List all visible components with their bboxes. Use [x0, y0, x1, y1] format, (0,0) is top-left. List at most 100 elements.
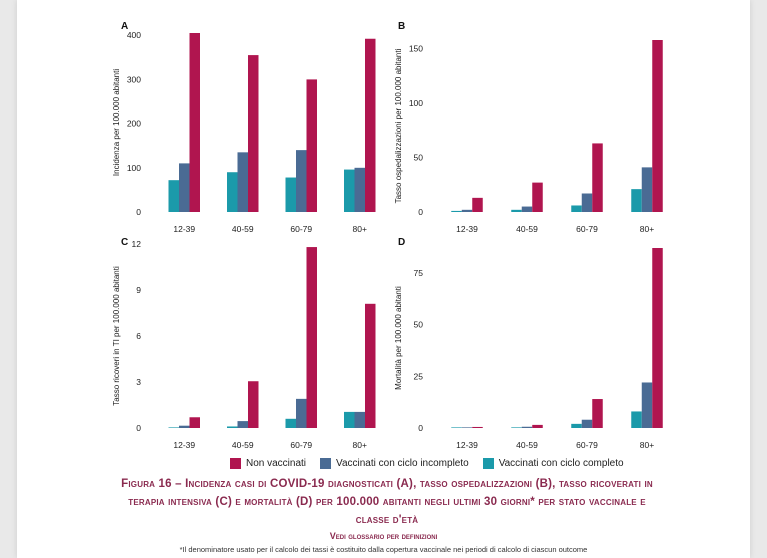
legend-label: Vaccinati con ciclo incompleto	[336, 457, 469, 469]
x-tick-label: 80+	[640, 440, 654, 450]
y-tick-label: 150	[409, 44, 423, 54]
legend-item-non-vaccinati: Non vaccinati	[230, 457, 307, 469]
y-tick-label: 12	[132, 239, 142, 249]
bar	[641, 167, 653, 212]
bar	[189, 33, 200, 212]
bar	[581, 193, 593, 212]
bar	[344, 411, 355, 428]
bar	[472, 426, 483, 428]
y-tick-label: 3	[136, 377, 141, 387]
panel-letter: C	[121, 237, 128, 248]
y-axis-label: Mortalità per 100.000 abitanti	[394, 286, 403, 390]
bar	[472, 197, 483, 212]
y-tick-label: 6	[136, 331, 141, 341]
bar	[511, 427, 522, 428]
bar	[521, 426, 533, 428]
y-axis-label: Tasso ospedalizzazioni per 100.000 abita…	[394, 48, 403, 203]
bar	[652, 248, 663, 428]
y-tick-label: 75	[414, 268, 424, 278]
y-tick-label: 0	[418, 207, 423, 217]
bar	[344, 169, 355, 212]
bar	[354, 167, 365, 212]
chart-panel-d: D 0 25 50 75 Mortalità per 100.000 abitanti 12…	[394, 237, 663, 450]
y-axis-label: Incidenza per 100.000 abitanti	[112, 69, 121, 176]
y-tick-label: 0	[418, 423, 423, 433]
legend-swatch-crimson	[230, 457, 241, 469]
bar	[179, 163, 190, 212]
legend-swatch-teal	[482, 457, 494, 469]
bar	[248, 381, 259, 428]
bar	[179, 425, 190, 428]
legend-label: Non vaccinati	[246, 457, 307, 469]
legend-swatch-slate	[320, 457, 332, 469]
bar	[285, 418, 296, 428]
x-tick-label: 40-59	[516, 440, 538, 450]
y-tick-label: 25	[414, 371, 424, 381]
bar	[365, 38, 376, 212]
bar	[581, 419, 593, 428]
bar	[306, 247, 317, 428]
x-tick-label: 80+	[353, 440, 367, 450]
panel-letter: D	[398, 237, 405, 248]
bar	[451, 210, 462, 212]
bar	[189, 417, 200, 428]
bar	[641, 382, 653, 428]
bar	[571, 205, 582, 212]
bar	[592, 399, 603, 428]
x-tick-label: 60-79	[290, 440, 312, 450]
bar	[592, 143, 603, 212]
footnote: *Il denominatore usato per il calcolo de…	[179, 545, 588, 554]
y-tick-label: 300	[127, 74, 141, 84]
x-tick-label: 40-59	[232, 440, 254, 450]
bar	[227, 172, 238, 212]
y-tick-label: 100	[409, 98, 423, 108]
bar	[227, 426, 238, 428]
bar	[168, 427, 179, 428]
document-page: A 0 100 200 300 400 Incidenza per 100.000 abit…	[17, 0, 750, 558]
x-tick-label: 40-59	[516, 224, 538, 234]
x-tick-label: 80+	[640, 224, 654, 234]
y-tick-label: 50	[414, 320, 424, 330]
bar	[631, 189, 642, 212]
chart-legend: Non vaccinati Vaccinati con ciclo incomp…	[230, 456, 624, 470]
x-tick-label: 12-39	[456, 224, 478, 234]
bar	[571, 423, 582, 428]
y-tick-label: 50	[414, 153, 424, 163]
bar	[237, 421, 248, 428]
bar	[451, 427, 462, 428]
y-axis-label: Tasso ricoveri in TI per 100.000 abitant…	[112, 266, 121, 406]
chart-panel-c: C 0 3 6 9 12 Tasso ricoveri in TI per 100.000 …	[112, 237, 376, 450]
x-tick-label: 60-79	[576, 440, 598, 450]
x-tick-label: 60-79	[576, 224, 598, 234]
bar	[285, 177, 296, 212]
bar	[168, 180, 179, 212]
x-tick-label: 80+	[353, 224, 367, 234]
x-tick-label: 60-79	[290, 224, 312, 234]
bar	[461, 427, 473, 428]
bar	[532, 182, 543, 212]
bar	[248, 55, 259, 212]
x-tick-label: 12-39	[456, 440, 478, 450]
bar	[652, 40, 663, 212]
bar	[296, 398, 307, 428]
legend-label: Vaccinati con ciclo completo	[498, 457, 624, 469]
x-tick-label: 40-59	[232, 224, 254, 234]
bar	[365, 303, 376, 428]
glossary-link[interactable]: Vedi glossario per definizioni	[329, 531, 438, 541]
bar	[631, 411, 642, 428]
bar	[532, 424, 543, 428]
legend-item-incompleto: Vaccinati con ciclo incompleto	[320, 457, 469, 469]
bar	[237, 152, 248, 212]
y-tick-label: 200	[127, 119, 141, 129]
x-tick-label: 12-39	[173, 440, 195, 450]
x-tick-label: 12-39	[173, 224, 195, 234]
panel-letter: B	[398, 21, 405, 32]
figure-caption: Figura 16 – Incidenza casi di COVID-19 d…	[121, 478, 653, 526]
bar	[521, 206, 533, 212]
chart-panel-a: A 0 100 200 300 400 Incidenza per 100.000 abit…	[112, 21, 376, 234]
panel-letter: A	[121, 21, 128, 32]
legend-item-completo: Vaccinati con ciclo completo	[482, 457, 624, 469]
chart-panel-b: B 0 50 100 150 Tasso ospedalizzazioni per 100…	[394, 21, 663, 234]
bar	[461, 209, 473, 212]
